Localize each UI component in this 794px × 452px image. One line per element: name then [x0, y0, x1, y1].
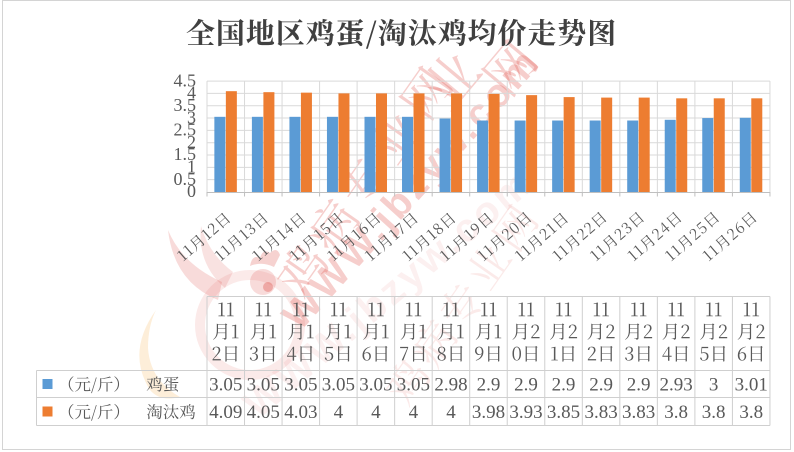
svg-text:1.5: 1.5	[174, 144, 197, 164]
svg-text:4: 4	[371, 402, 381, 423]
svg-text:3.85: 3.85	[547, 402, 580, 423]
svg-text:3.98: 3.98	[472, 402, 505, 423]
svg-text:4.05: 4.05	[247, 402, 280, 423]
svg-text:3: 3	[709, 374, 719, 395]
svg-text:4: 4	[334, 402, 344, 423]
svg-text:4: 4	[187, 83, 196, 103]
svg-text:3.01: 3.01	[735, 374, 768, 395]
svg-text:3.5: 3.5	[174, 95, 197, 115]
svg-text:3.05: 3.05	[359, 374, 392, 395]
svg-text:1: 1	[187, 157, 196, 177]
svg-text:4: 4	[409, 402, 419, 423]
svg-text:2.9: 2.9	[477, 374, 501, 395]
svg-text:3.93: 3.93	[509, 402, 542, 423]
svg-text:4: 4	[446, 402, 456, 423]
svg-text:2: 2	[187, 132, 196, 152]
svg-text:3.8: 3.8	[702, 402, 726, 423]
svg-text:3.83: 3.83	[584, 402, 617, 423]
svg-text:3.05: 3.05	[322, 374, 355, 395]
svg-text:3.05: 3.05	[397, 374, 430, 395]
svg-text:2.9: 2.9	[627, 374, 651, 395]
svg-text:3.83: 3.83	[622, 402, 655, 423]
svg-text:2.9: 2.9	[552, 374, 576, 395]
svg-text:0.5: 0.5	[174, 169, 197, 189]
svg-text:4.5: 4.5	[174, 70, 197, 90]
svg-text:2.93: 2.93	[659, 374, 692, 395]
svg-text:4.03: 4.03	[284, 402, 317, 423]
svg-text:3.05: 3.05	[247, 374, 280, 395]
svg-text:3.05: 3.05	[209, 374, 242, 395]
svg-text:3.8: 3.8	[664, 402, 688, 423]
svg-text:2.9: 2.9	[589, 374, 613, 395]
svg-text:2.9: 2.9	[514, 374, 538, 395]
svg-text:3.05: 3.05	[284, 374, 317, 395]
svg-text:3.8: 3.8	[739, 402, 763, 423]
svg-text:4.09: 4.09	[209, 402, 242, 423]
svg-text:3: 3	[187, 107, 196, 127]
svg-text:0: 0	[187, 181, 196, 201]
svg-text:2.5: 2.5	[174, 120, 197, 140]
svg-text:2.98: 2.98	[434, 374, 467, 395]
